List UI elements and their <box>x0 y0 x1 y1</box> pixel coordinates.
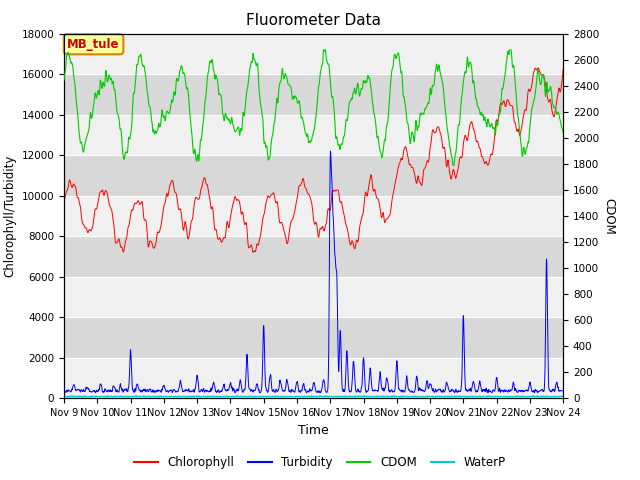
Bar <box>64 277 563 317</box>
Y-axis label: CDOM: CDOM <box>603 198 616 234</box>
Bar <box>64 358 563 398</box>
Legend: Chlorophyll, Turbidity, CDOM, WaterP: Chlorophyll, Turbidity, CDOM, WaterP <box>129 452 511 474</box>
Bar <box>64 317 563 358</box>
Bar <box>64 115 563 155</box>
Bar <box>64 196 563 236</box>
Bar <box>64 34 563 74</box>
Text: MB_tule: MB_tule <box>67 38 120 51</box>
X-axis label: Time: Time <box>298 424 329 437</box>
Bar <box>64 236 563 277</box>
Bar <box>64 155 563 196</box>
Y-axis label: Chlorophyll/Turbidity: Chlorophyll/Turbidity <box>3 155 16 277</box>
Bar <box>64 74 563 115</box>
Title: Fluorometer Data: Fluorometer Data <box>246 13 381 28</box>
